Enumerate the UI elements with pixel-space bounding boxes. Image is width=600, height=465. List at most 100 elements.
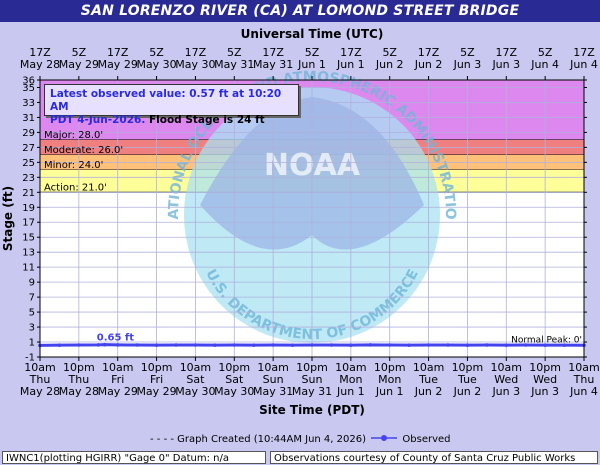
y-tick-label: 3 <box>29 323 35 334</box>
top-tick-date: May 30 <box>136 58 176 71</box>
x-tick-label: May 29 <box>136 385 176 398</box>
observed-point <box>96 343 101 347</box>
top-tick-label: 5Z <box>382 46 397 59</box>
y-tick-label: 29 <box>22 128 35 139</box>
x-tick-label: 10pm <box>452 361 484 374</box>
observed-point <box>115 343 120 347</box>
top-tick-label: 5Z <box>305 46 320 59</box>
x-tick-label: May 30 <box>175 385 215 398</box>
y-tick-label: 11 <box>22 263 35 274</box>
x-tick-label: 10am <box>568 361 599 374</box>
x-tick-label: Mon <box>378 373 401 386</box>
observed-point <box>504 343 509 347</box>
observed-point <box>485 343 489 347</box>
y-tick-label: 9 <box>29 278 35 289</box>
y-tick-label: 7 <box>29 293 35 304</box>
flood-label-moderate: Moderate: 26.0' <box>44 145 123 156</box>
x-tick-label: 10am <box>335 361 366 374</box>
x-tick-label: 10am <box>413 361 444 374</box>
y-tick-label: 19 <box>22 203 35 214</box>
flood-label-minor: Minor: 24.0' <box>44 160 103 171</box>
top-tick-date: May 28 <box>20 58 60 71</box>
y-tick-label: 27 <box>22 143 35 154</box>
y-tick-label: 36 <box>22 76 35 87</box>
x-tick-label: Jun 2 <box>414 385 443 398</box>
y-tick-label: 35 <box>22 83 35 94</box>
x-tick-label: Sun <box>302 373 323 386</box>
observed-point <box>57 343 62 347</box>
top-tick-date: May 29 <box>59 58 99 71</box>
y-tick-label: 33 <box>22 98 35 109</box>
flood-label-major: Major: 28.0' <box>44 130 103 141</box>
x-tick-label: Tue <box>418 373 438 386</box>
x-tick-label: Wed <box>494 373 518 386</box>
flood-label-action: Action: 21.0' <box>44 182 107 193</box>
x-tick-label: May 28 <box>59 385 99 398</box>
x-tick-label: 10am <box>180 361 211 374</box>
y-tick-label: 31 <box>22 113 35 124</box>
chart-legend: - - - - Graph Created (10:44AM Jun 4, 20… <box>150 433 451 447</box>
top-tick-label: 17Z <box>418 46 440 59</box>
top-tick-date: May 29 <box>98 58 138 71</box>
top-tick-date: May 31 <box>214 58 254 71</box>
x-tick-label: Thu <box>29 373 51 386</box>
observed-point <box>387 343 392 347</box>
x-tick-label: May 31 <box>292 385 332 398</box>
x-tick-label: Sun <box>263 373 284 386</box>
top-tick-date: May 31 <box>253 58 293 71</box>
x-tick-label: 10pm <box>63 361 95 374</box>
bottom-axis-title: Site Time (PDT) <box>259 403 365 417</box>
observed-point <box>232 343 237 347</box>
y-axis-title: Stage (ft) <box>1 186 15 251</box>
observed-point <box>154 343 159 347</box>
observed-point <box>465 343 470 347</box>
y-tick-label: 1 <box>29 338 35 349</box>
observations-courtesy: Observations courtesy of County of Santa… <box>270 451 598 464</box>
x-tick-label: 10pm <box>374 361 406 374</box>
x-tick-label: Jun 2 <box>453 385 482 398</box>
x-tick-label: 10pm <box>296 361 328 374</box>
x-tick-label: Jun 3 <box>491 385 520 398</box>
observed-point <box>193 343 198 347</box>
x-tick-label: Sat <box>186 373 205 386</box>
gage-datum-note: IWNC1(plotting HGIRR) "Gage 0" Datum: n/… <box>2 451 266 464</box>
top-tick-date: Jun 4 <box>530 58 559 71</box>
observed-legend-marker <box>371 435 398 441</box>
x-tick-label: Sat <box>225 373 244 386</box>
chart-title: SAN LORENZO RIVER (CA) AT LOMOND STREET … <box>0 0 600 22</box>
top-tick-label: 17Z <box>340 46 362 59</box>
x-tick-label: Jun 1 <box>375 385 404 398</box>
observed-point <box>368 343 373 347</box>
y-tick-label: 23 <box>22 173 35 184</box>
graph-created-dash: - - - - <box>150 434 178 445</box>
top-tick-date: Jun 3 <box>453 58 482 71</box>
x-tick-label: May 28 <box>20 385 60 398</box>
top-tick-label: 5Z <box>149 46 164 59</box>
top-tick-label: 5Z <box>460 46 475 59</box>
x-tick-label: Wed <box>533 373 557 386</box>
top-tick-label: 17Z <box>185 46 207 59</box>
y-tick-label: 13 <box>22 248 35 259</box>
x-tick-label: Jun 1 <box>336 385 365 398</box>
y-tick-label: 25 <box>22 158 35 169</box>
x-tick-label: 10pm <box>218 361 250 374</box>
observed-point <box>213 343 217 347</box>
x-tick-label: Mon <box>339 373 362 386</box>
observed-point <box>174 343 178 347</box>
observed-point <box>77 343 81 347</box>
top-tick-label: 17Z <box>573 46 595 59</box>
observed-point <box>290 343 295 347</box>
observed-point <box>562 343 567 347</box>
y-tick-label: -1 <box>25 353 35 364</box>
y-tick-label: 17 <box>22 218 35 229</box>
x-tick-label: 10am <box>24 361 55 374</box>
observed-series-line <box>39 343 585 347</box>
y-tick-label: 15 <box>22 233 35 244</box>
top-tick-date: Jun 1 <box>336 58 365 71</box>
top-tick-label: 17Z <box>107 46 129 59</box>
latest-observation-line1: Latest observed value: 0.57 ft at 10:20 … <box>50 88 282 113</box>
x-tick-label: 10am <box>102 361 133 374</box>
x-tick-label: 10am <box>257 361 288 374</box>
top-tick-date: Jun 2 <box>414 58 443 71</box>
